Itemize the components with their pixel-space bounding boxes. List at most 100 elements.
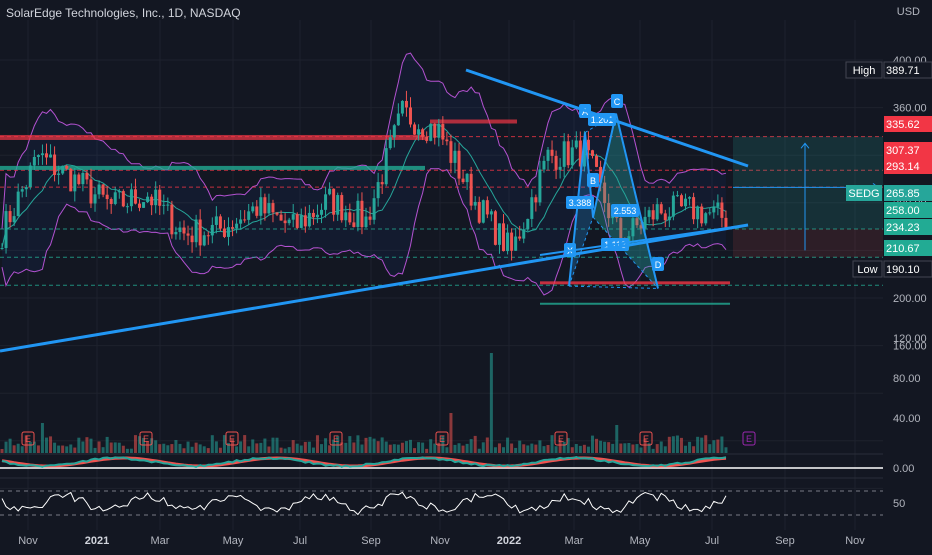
volume-bar [146, 441, 150, 453]
candle-body [716, 202, 720, 207]
candle-body [417, 129, 421, 135]
volume-bar [461, 445, 465, 453]
candle-body [554, 155, 558, 170]
volume-bar [595, 438, 599, 453]
volume-bar [688, 441, 692, 453]
volume-bar [129, 448, 133, 453]
volume-bar [489, 353, 493, 453]
volume-bar [667, 436, 671, 453]
candle-body [489, 211, 493, 215]
volume-bar [433, 443, 437, 453]
price-label-green: 210.67 [886, 243, 920, 255]
volume-bar [659, 441, 663, 453]
candle-body [263, 197, 267, 214]
volume-bar [340, 442, 344, 453]
volume-bar [24, 435, 28, 453]
volume-bar [174, 440, 178, 453]
volume-bar [413, 448, 417, 453]
volume-bar [4, 441, 8, 453]
volume-bar [445, 447, 449, 453]
candle-body [659, 204, 663, 214]
volume-bar [125, 448, 129, 453]
candle-body [287, 219, 291, 224]
resistance-zone-red-2 [430, 119, 517, 124]
volume-bar [186, 441, 190, 453]
volume-bar [639, 447, 643, 453]
candle-body [679, 195, 683, 207]
candle-body [53, 154, 57, 175]
price-label-high: 389.71 [886, 65, 920, 77]
candle-body [473, 201, 477, 206]
time-axis-tick: Nov [430, 535, 450, 547]
candle-body [206, 235, 210, 237]
stop-box [733, 228, 883, 258]
candle-body [465, 173, 469, 183]
volume-bar [198, 444, 202, 453]
volume-bar [360, 444, 364, 453]
pattern-bd [592, 216, 659, 289]
candle-body [356, 200, 360, 227]
earnings-marker-upcoming-label: E [746, 434, 752, 444]
volume-bar [271, 437, 275, 453]
volume-bar [239, 441, 243, 453]
volume-bar [724, 447, 728, 453]
candle-body [667, 216, 671, 221]
volume-bar [582, 444, 586, 453]
volume-bar [388, 444, 392, 453]
candle-body [271, 203, 275, 213]
candle-body [324, 194, 328, 210]
candle-body [178, 227, 182, 233]
candle-body [566, 141, 570, 166]
price-label-bg [884, 158, 932, 174]
volume-bar [279, 447, 283, 453]
earnings-marker [21, 431, 35, 446]
price-tag-high: High [853, 65, 876, 77]
candle-body [574, 140, 578, 148]
candle-body [279, 214, 283, 221]
candle-body [469, 173, 473, 206]
candle-body [32, 156, 36, 166]
candle-body [619, 218, 623, 243]
candle-body [700, 206, 704, 224]
time-axis-tick: Jul [705, 535, 719, 547]
candle-body [311, 212, 315, 218]
candle-body [214, 216, 218, 225]
volume-bar [481, 442, 485, 453]
candle-body [85, 172, 89, 180]
price-label-bg [884, 240, 932, 256]
candle-body [117, 191, 121, 193]
earnings-marker-label: E [643, 434, 649, 444]
volume-bar [299, 445, 303, 453]
volume-bar [493, 447, 497, 453]
pattern-point-badge [611, 94, 623, 108]
candle-body [510, 232, 514, 251]
candle-body [635, 218, 639, 226]
rising-trendline [0, 223, 749, 353]
pattern-xd [568, 285, 659, 289]
candle-body [202, 235, 206, 246]
price-label-bg [884, 185, 932, 201]
candle-body [320, 209, 324, 215]
price-label-green: 258.00 [886, 205, 920, 217]
macd-line [1, 456, 727, 469]
price-axis-tick: 40.00 [893, 413, 921, 425]
candle-body [190, 235, 194, 243]
candle-body [546, 149, 550, 161]
pattern-point-badge [652, 257, 664, 271]
candle-body [251, 206, 255, 212]
volume-bar [485, 437, 489, 453]
candle-body [0, 248, 4, 250]
volume-bar [522, 444, 526, 453]
volume-bar [408, 439, 412, 453]
candle-body [400, 100, 404, 114]
volume-bar [61, 445, 65, 453]
earnings-marker [139, 431, 153, 446]
time-axis-tick: May [630, 535, 651, 547]
volume-bar [210, 435, 214, 453]
volume-bar [700, 437, 704, 453]
volume-bar [400, 442, 404, 453]
candle-body [20, 189, 24, 192]
candle-body [433, 123, 437, 138]
